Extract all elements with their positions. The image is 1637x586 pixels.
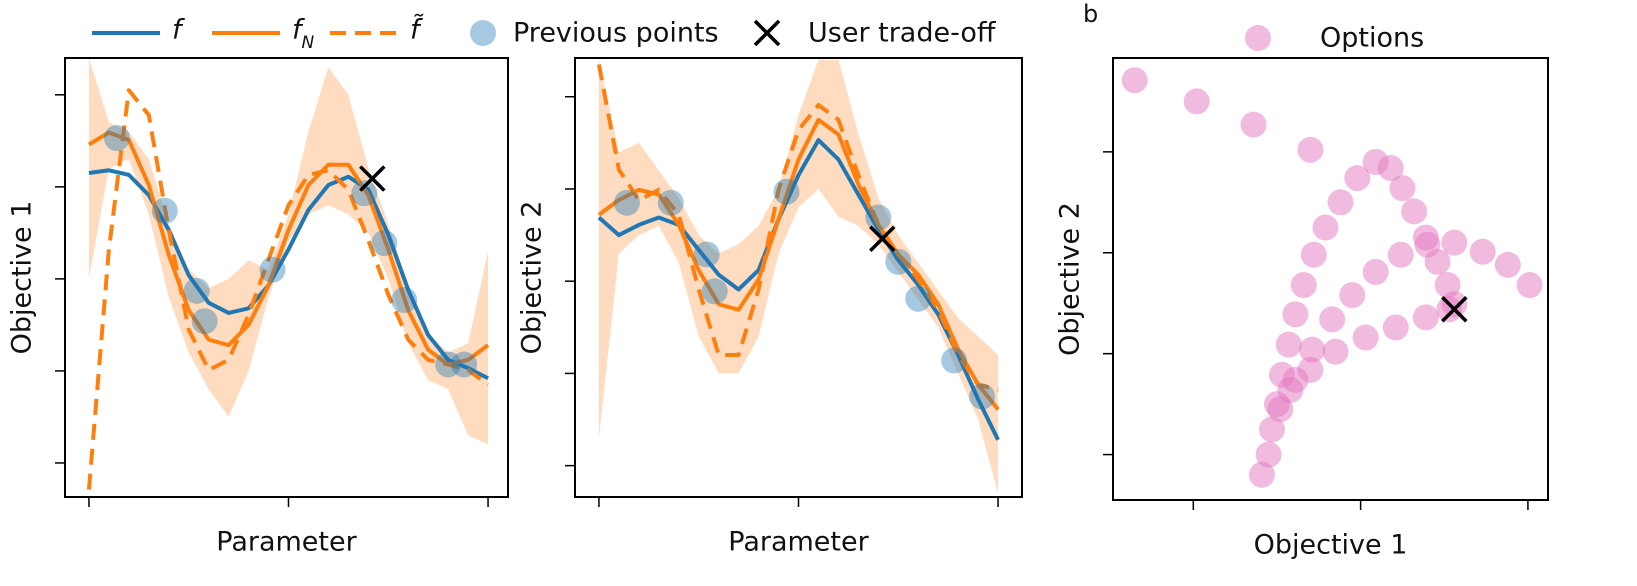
- cross-stroke: [869, 225, 896, 253]
- previous-point: [191, 308, 218, 335]
- option-point: [1297, 356, 1324, 383]
- cross-stroke: [359, 165, 386, 192]
- cross-marker: [869, 225, 896, 253]
- option-point: [1412, 304, 1439, 331]
- y-axis-label: Objective 1: [7, 201, 38, 355]
- option-point: [1282, 301, 1309, 328]
- previous-point: [371, 229, 398, 256]
- option-point: [1401, 198, 1428, 225]
- series-line: [596, 64, 999, 392]
- option-point: [1277, 377, 1304, 404]
- option-point: [1436, 296, 1463, 323]
- legend-swatch: [470, 20, 496, 46]
- option-point: [1240, 111, 1267, 138]
- previous-point: [351, 180, 378, 207]
- legend-subscript: N: [302, 33, 315, 53]
- cross-stroke: [1441, 296, 1468, 323]
- option-point: [1377, 154, 1404, 181]
- previous-point: [103, 125, 130, 152]
- previous-point: [865, 204, 892, 231]
- option-point: [1516, 272, 1543, 299]
- x-axis-label: Parameter: [216, 527, 357, 558]
- previous-point: [435, 351, 462, 378]
- previous-point: [773, 178, 800, 205]
- cross-marker: [359, 165, 386, 192]
- previous-point: [391, 287, 418, 314]
- legend-label: f: [172, 15, 185, 46]
- option-point: [1183, 88, 1210, 115]
- confidence-band: [598, 59, 999, 494]
- legend-label: Options: [1320, 23, 1424, 54]
- legend-swatch: [1245, 25, 1271, 51]
- option-point: [1297, 136, 1324, 163]
- option-point: [1322, 338, 1349, 365]
- option-point: [1414, 231, 1441, 258]
- previous-point: [183, 277, 210, 304]
- cross-stroke: [753, 19, 781, 47]
- plot-area: [596, 59, 1000, 494]
- series-line: [597, 117, 1000, 411]
- option-point: [1362, 258, 1389, 285]
- confidence-band: [88, 58, 489, 445]
- option-point: [1352, 324, 1379, 351]
- series-line: [597, 138, 1000, 441]
- option-point: [1344, 165, 1371, 192]
- option-point: [1290, 272, 1317, 299]
- legend-label: fN: [292, 15, 315, 54]
- option-point: [1319, 306, 1346, 333]
- axes-frame: [574, 57, 1023, 498]
- cross-marker: [1441, 296, 1468, 323]
- plot-area: [86, 58, 490, 490]
- option-point: [1339, 282, 1366, 309]
- x-axis-label: Parameter: [728, 527, 869, 558]
- legend-label: Previous points: [513, 18, 719, 49]
- option-point: [1248, 461, 1275, 488]
- option-point: [1494, 251, 1521, 278]
- previous-point: [151, 197, 178, 224]
- axes-frame: [64, 57, 509, 498]
- option-point: [1327, 189, 1354, 216]
- previous-point: [613, 189, 640, 216]
- panel-label: b: [1083, 0, 1098, 28]
- previous-point: [693, 241, 720, 268]
- previous-point: [885, 248, 912, 275]
- y-axis-label: Objective 2: [1055, 202, 1086, 356]
- previous-point: [259, 256, 286, 283]
- option-point: [1275, 331, 1302, 358]
- option-point: [1312, 214, 1339, 241]
- option-point: [1300, 241, 1327, 268]
- previous-point: [657, 189, 684, 216]
- previous-point: [451, 351, 478, 378]
- option-point: [1387, 241, 1414, 268]
- legend-label: f̃: [410, 14, 424, 46]
- option-point: [1121, 67, 1148, 94]
- option-point: [1389, 175, 1416, 202]
- legend-label: User trade-off: [808, 18, 997, 49]
- series-line: [86, 88, 490, 490]
- option-point: [1258, 416, 1285, 443]
- option-point: [1267, 396, 1294, 423]
- option-point: [1441, 229, 1468, 256]
- option-point: [1255, 441, 1282, 468]
- x-axis-label: Objective 1: [1254, 530, 1408, 561]
- option-point: [1382, 314, 1409, 341]
- y-axis-label: Objective 2: [517, 201, 548, 355]
- previous-point: [701, 278, 728, 305]
- series-line: [87, 130, 490, 367]
- axes-frame: [1112, 57, 1549, 501]
- legend-swatch: [753, 19, 781, 47]
- previous-point: [969, 383, 996, 410]
- previous-point: [941, 347, 968, 374]
- plot-area: [1121, 67, 1543, 488]
- option-point: [1469, 238, 1496, 265]
- option-point: [1299, 336, 1326, 363]
- previous-point: [905, 285, 932, 312]
